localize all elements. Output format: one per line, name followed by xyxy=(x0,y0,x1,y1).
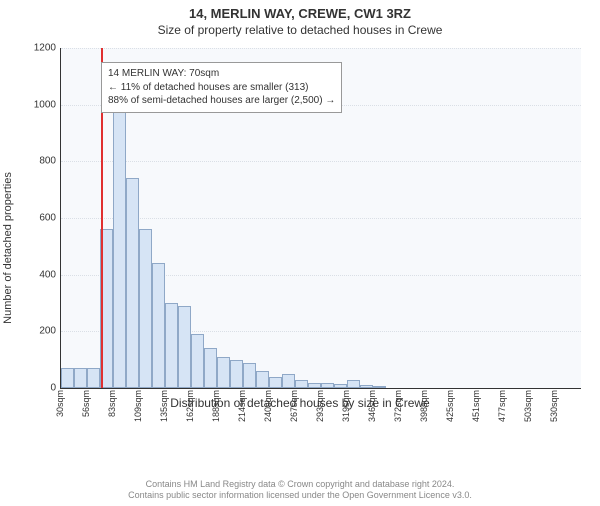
x-tick: 477sqm xyxy=(497,390,507,422)
x-tick: 135sqm xyxy=(159,390,169,422)
histogram-bar xyxy=(360,385,373,388)
x-tick: 372sqm xyxy=(393,390,403,422)
info-line-1: 14 MERLIN WAY: 70sqm xyxy=(108,67,335,81)
histogram-bar xyxy=(152,263,165,388)
y-tick: 200 xyxy=(24,326,56,337)
info-line-3: 88% of semi-detached houses are larger (… xyxy=(108,94,335,108)
x-tick: 451sqm xyxy=(471,390,481,422)
x-tick: 214sqm xyxy=(237,390,247,422)
chart-container: Number of detached properties 14 MERLIN … xyxy=(0,48,600,448)
gridline xyxy=(61,218,581,219)
histogram-bar xyxy=(334,384,347,388)
info-box: 14 MERLIN WAY: 70sqm ← 11% of detached h… xyxy=(101,62,342,113)
x-tick: 530sqm xyxy=(549,390,559,422)
x-tick: 319sqm xyxy=(341,390,351,422)
histogram-bar xyxy=(295,380,308,389)
histogram-bar xyxy=(74,368,87,388)
histogram-bar xyxy=(217,357,230,388)
x-tick: 267sqm xyxy=(289,390,299,422)
histogram-bar xyxy=(204,348,217,388)
y-tick: 0 xyxy=(24,383,56,394)
histogram-bar xyxy=(191,334,204,388)
histogram-bar xyxy=(373,386,386,388)
footer: Contains HM Land Registry data © Crown c… xyxy=(0,479,600,502)
info-line-2: ← 11% of detached houses are smaller (31… xyxy=(108,81,335,95)
histogram-bar xyxy=(347,380,360,389)
histogram-bar xyxy=(243,363,256,389)
x-tick: 240sqm xyxy=(263,390,273,422)
histogram-bar xyxy=(269,377,282,388)
y-tick: 400 xyxy=(24,269,56,280)
x-tick: 346sqm xyxy=(367,390,377,422)
x-tick: 30sqm xyxy=(55,390,65,417)
x-tick: 109sqm xyxy=(133,390,143,422)
histogram-bar xyxy=(308,383,321,388)
histogram-bar xyxy=(139,229,152,388)
x-tick: 162sqm xyxy=(185,390,195,422)
x-tick: 503sqm xyxy=(523,390,533,422)
histogram-bar xyxy=(165,303,178,388)
x-tick: 293sqm xyxy=(315,390,325,422)
x-tick: 398sqm xyxy=(419,390,429,422)
gridline xyxy=(61,48,581,49)
histogram-bar xyxy=(113,93,126,388)
x-tick: 425sqm xyxy=(445,390,455,422)
histogram-bar xyxy=(321,383,334,388)
histogram-bar xyxy=(282,374,295,388)
x-tick: 188sqm xyxy=(211,390,221,422)
histogram-bar xyxy=(178,306,191,388)
histogram-bar xyxy=(61,368,74,388)
page-subtitle: Size of property relative to detached ho… xyxy=(0,23,600,37)
y-tick: 1200 xyxy=(24,43,56,54)
footer-line-1: Contains HM Land Registry data © Crown c… xyxy=(0,479,600,491)
histogram-bar xyxy=(230,360,243,388)
plot-area: 14 MERLIN WAY: 70sqm ← 11% of detached h… xyxy=(60,48,581,389)
y-tick: 1000 xyxy=(24,99,56,110)
y-axis-label: Number of detached properties xyxy=(2,172,14,324)
gridline xyxy=(61,161,581,162)
y-tick: 600 xyxy=(24,213,56,224)
x-tick: 83sqm xyxy=(107,390,117,417)
histogram-bar xyxy=(126,178,139,388)
histogram-bar xyxy=(87,368,100,388)
x-tick: 56sqm xyxy=(81,390,91,417)
histogram-bar xyxy=(256,371,269,388)
footer-line-2: Contains public sector information licen… xyxy=(0,490,600,502)
y-tick: 800 xyxy=(24,156,56,167)
page-title: 14, MERLIN WAY, CREWE, CW1 3RZ xyxy=(0,6,600,21)
